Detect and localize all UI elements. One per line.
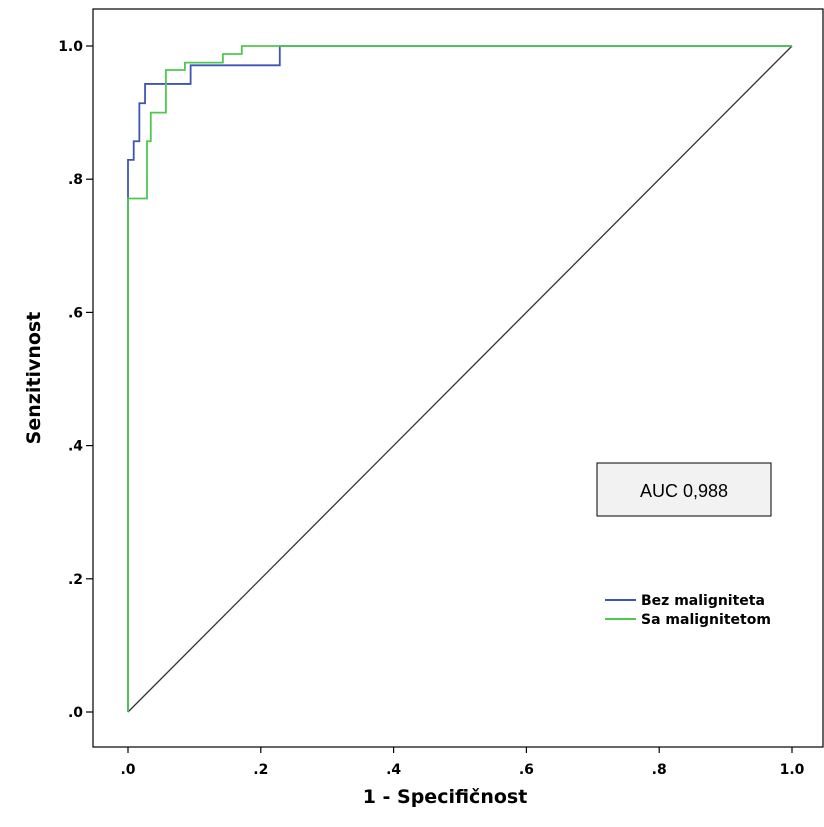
y-tick-label: .6 — [68, 305, 83, 321]
reference-diagonal-line — [127, 45, 793, 713]
x-tick-label: .2 — [253, 762, 268, 778]
x-tick-label: 1.0 — [780, 762, 805, 778]
x-axis-ticks: .0 .2 .4 .6 .8 1.0 — [120, 747, 805, 778]
legend-label: Sa malignitetom — [641, 612, 771, 628]
x-tick-label: .6 — [519, 762, 534, 778]
auc-box — [596, 462, 772, 517]
y-tick-label: .8 — [68, 172, 83, 188]
x-axis-title: 1 - Specifičnost — [363, 786, 528, 808]
plot-frame — [92, 8, 824, 748]
x-tick-label: .0 — [120, 762, 135, 778]
legend: Bez maligniteta Sa malignitetom — [605, 593, 771, 628]
legend-label: Bez maligniteta — [641, 593, 765, 609]
auc-text: AUC 0,988 — [640, 481, 728, 501]
series-layer — [127, 45, 793, 713]
series-bez-maligniteta-line — [127, 45, 792, 712]
y-axis-title: Senzitivnost — [23, 312, 45, 445]
series-sa-malignitetom-line — [127, 45, 792, 712]
x-tick-label: .8 — [652, 762, 667, 778]
y-axis-ticks: .0 .2 .4 .6 .8 1.0 — [58, 39, 93, 721]
y-tick-label: .2 — [68, 572, 83, 588]
x-tick-label: .4 — [386, 762, 401, 778]
y-tick-label: 1.0 — [58, 39, 83, 55]
auc-annotation: AUC 0,988 — [596, 462, 772, 517]
y-tick-label: .0 — [68, 705, 83, 721]
y-tick-label: .4 — [68, 439, 83, 455]
